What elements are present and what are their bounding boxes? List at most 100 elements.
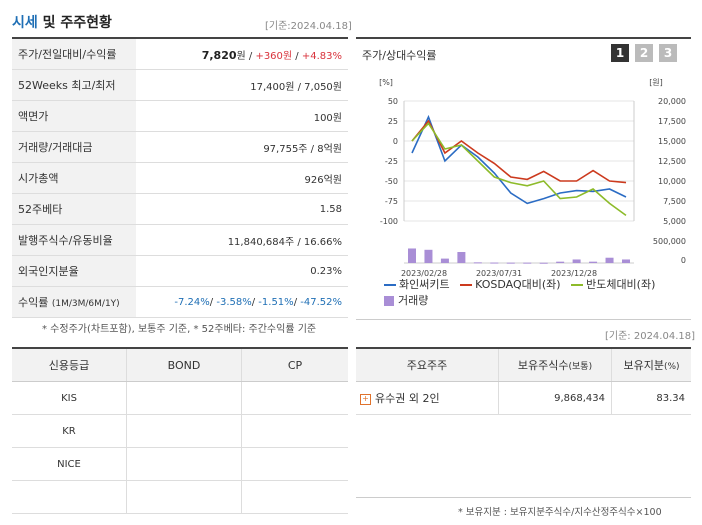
series-line (411, 122, 627, 217)
stat-label: 거래량/거래대금 (12, 131, 136, 163)
expand-plus-icon[interactable]: + (360, 393, 371, 405)
stats-panel: 주가/전일대비/수익률 7,820원 / +360원 / +4.83% 52We… (12, 37, 348, 318)
holders-header-row: 주요주주 보유주식수(보통) 보유지분(%) (356, 349, 691, 382)
legend-semi: 반도체대비(좌) (571, 278, 655, 291)
credit-header: CP (241, 349, 348, 382)
base-date: [기준:2024.04.18] (265, 21, 352, 32)
stats-note: * 수정주가(차트포함), 보통주 기준, * 52주베타: 주간수익률 기준 (42, 324, 317, 335)
volume-tick-label: 0 (681, 256, 686, 265)
y-right-tick-label: 15,000 (658, 137, 686, 146)
holder-name-cell[interactable]: + 유수권 외 2인 (356, 381, 499, 415)
series-line (411, 119, 627, 184)
stat-label: 발행주식수/유동비율 (12, 224, 136, 256)
stats-row-returns: 수익률 (1M/3M/6M/1Y) -7.24%/ -3.58%/ -1.51%… (12, 286, 348, 318)
table-row (12, 480, 348, 514)
y-left-tick-label: 0 (393, 137, 398, 146)
holders-panel: 주요주주 보유주식수(보통) 보유지분(%) + 유수권 외 2인 9,868,4… (356, 347, 691, 415)
stats-row: 52Weeks 최고/최저 17,400원 / 7,050원 (12, 69, 348, 101)
stat-value: 97,755주 / 8억원 (136, 131, 348, 163)
volume-bar (440, 258, 449, 263)
stat-label: 52Weeks 최고/최저 (12, 69, 136, 101)
chart-title: 주가/상대수익률 (362, 49, 437, 62)
y-left-tick-label: 50 (388, 97, 398, 106)
holders-base-date: [기준: 2024.04.18] (605, 331, 696, 342)
return-1m: -7.24% (174, 296, 210, 308)
stat-label: 외국인지분율 (12, 255, 136, 287)
y-left-tick-label: -75 (385, 197, 398, 206)
stat-value: 1.58 (136, 193, 348, 225)
stat-value: 17,400원 / 7,050원 (136, 69, 348, 101)
volume-bar (556, 261, 565, 263)
stat-value: 0.23% (136, 255, 348, 287)
y-left-tick-label: -50 (385, 177, 398, 186)
stat-label: 수익률 (1M/3M/6M/1Y) (12, 286, 136, 318)
x-tick-label: 2023/02/28 (401, 269, 447, 278)
legend-volume: 거래량 (384, 292, 428, 308)
credit-table: 신용등급 BOND CP KIS KR NICE (12, 349, 348, 514)
y-left-tick-label: -25 (385, 157, 398, 166)
y-right-tick-label: 5,000 (663, 217, 686, 226)
table-row: NICE (12, 447, 348, 481)
volume-tick-label: 500,000 (653, 237, 686, 246)
volume-bar (457, 252, 466, 263)
holders-bottom-rule (356, 497, 691, 498)
series-line (411, 114, 627, 205)
y-left-tick-label: 25 (388, 117, 398, 126)
stats-row-price: 주가/전일대비/수익률 7,820원 / +360원 / +4.83% (12, 39, 348, 70)
volume-bar (605, 257, 614, 263)
legend-stock: 화인써키트 (384, 278, 450, 291)
volume-bar (408, 248, 416, 263)
stat-label: 52주베타 (12, 193, 136, 225)
page-title: 시세 및 주주현황 (12, 15, 112, 31)
price-change: +360원 (255, 50, 293, 62)
volume-bar (572, 259, 581, 263)
x-tick-label: 2023/07/31 (476, 269, 522, 278)
return-1y: -47.52% (300, 296, 342, 308)
stats-table: 주가/전일대비/수익률 7,820원 / +360원 / +4.83% 52We… (12, 39, 348, 318)
returns-values: -7.24%/ -3.58%/ -1.51%/ -47.52% (136, 286, 348, 318)
volume-bar (622, 259, 630, 263)
price-unit: 원 (236, 50, 246, 62)
current-price: 7,820 (201, 48, 237, 62)
holders-note: * 보유지분 : 보유지분주식수/지수산정주식수×100 (458, 507, 662, 518)
legend-box-icon (384, 296, 394, 306)
holders-header: 보유주식수(보통) (498, 349, 612, 382)
stats-row: 시가총액 926억원 (12, 162, 348, 194)
volume-bar (539, 262, 548, 264)
return-3m: -3.58% (216, 296, 252, 308)
credit-header: 신용등급 (12, 349, 127, 382)
chart-page-3-button[interactable]: 3 (659, 44, 677, 62)
legend-line-icon (571, 284, 584, 286)
holder-pct: 83.34 (611, 381, 691, 415)
chart-page-2-button[interactable]: 2 (635, 44, 653, 62)
y-right-tick-label: 12,500 (658, 157, 686, 166)
credit-panel: 신용등급 BOND CP KIS KR NICE (12, 347, 348, 514)
x-tick-label: 2023/12/28 (551, 269, 597, 278)
table-row: + 유수권 외 2인 9,868,434 83.34 (356, 381, 691, 415)
left-axis-unit: [%] (379, 78, 393, 87)
volume-bar (506, 262, 515, 264)
stats-row: 액면가 100원 (12, 100, 348, 132)
credit-header-row: 신용등급 BOND CP (12, 349, 348, 382)
legend-line-icon (384, 284, 396, 286)
volume-bar (589, 261, 598, 263)
holders-table: 주요주주 보유주식수(보통) 보유지분(%) + 유수권 외 2인 9,868,4… (356, 349, 691, 415)
stat-value: 926억원 (136, 162, 348, 194)
y-right-tick-label: 7,500 (663, 197, 686, 206)
volume-bar (523, 262, 532, 264)
legend-line-icon (460, 284, 473, 286)
stats-row: 발행주식수/유동비율 11,840,684주 / 16.66% (12, 224, 348, 256)
volume-bar (490, 262, 499, 264)
holders-header: 주요주주 (356, 349, 499, 382)
table-row: KR (12, 414, 348, 448)
chart-legend: 화인써키트 KOSDAQ대비(좌) 반도체대비(좌) (384, 276, 655, 292)
y-right-tick-label: 10,000 (658, 177, 686, 186)
volume-bar (424, 249, 433, 263)
stat-label: 시가총액 (12, 162, 136, 194)
stat-value: 100원 (136, 100, 348, 132)
chart-page-1-button[interactable]: 1 (611, 44, 629, 62)
holders-header: 보유지분(%) (611, 349, 691, 382)
legend-kosdaq: KOSDAQ대비(좌) (460, 278, 561, 291)
right-axis-unit: [원] (649, 78, 663, 87)
stat-value: 11,840,684주 / 16.66% (136, 224, 348, 256)
